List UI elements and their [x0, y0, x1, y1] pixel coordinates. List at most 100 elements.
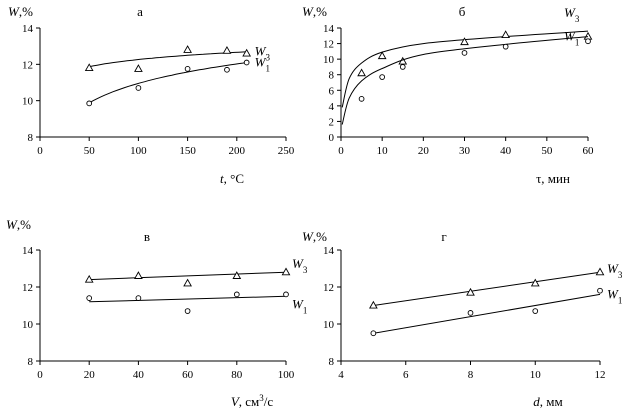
y-axis-label-symbol: W: [302, 4, 314, 19]
y-axis-label-unit: ,%: [19, 4, 33, 19]
point-W1: [379, 74, 386, 80]
point-W1: [358, 95, 365, 102]
fit-line-W1: [89, 295, 287, 303]
x-axis-label-part: V: [231, 394, 241, 409]
x-tick-label: 40: [133, 369, 145, 381]
point-W3: [232, 271, 242, 279]
y-axis-label-symbol: W: [302, 229, 314, 244]
fit-line-W3: [89, 271, 287, 281]
panel-letter: б: [459, 4, 466, 19]
y-tick-label: 12: [22, 282, 33, 294]
y-tick-label: 10: [22, 96, 34, 108]
x-tick-label: 150: [179, 145, 196, 157]
point-W3: [134, 271, 143, 279]
series-label-symbol: W: [292, 296, 304, 311]
x-tick-label: 6: [403, 369, 409, 381]
point-W1: [184, 66, 191, 72]
x-tick-label: 60: [583, 145, 595, 157]
y-tick-label: 12: [22, 59, 33, 71]
y-tick-label: 8: [28, 356, 34, 368]
y-axis-label: W,%: [8, 4, 33, 19]
point-W1: [283, 291, 289, 298]
y-tick-label: 4: [329, 101, 335, 113]
x-tick-label: 60: [182, 369, 194, 381]
point-W3: [377, 51, 387, 60]
x-axis-label-part: , мм: [540, 394, 563, 409]
series-label-symbol: W: [564, 5, 576, 20]
x-axis-label-part: 3: [259, 393, 264, 403]
series-W3: W3: [84, 44, 271, 72]
point-W1: [184, 308, 191, 314]
x-tick-label: 10: [530, 369, 542, 381]
point-W3: [583, 31, 593, 40]
point-W1: [86, 295, 93, 301]
x-axis-label-part: τ: [536, 171, 541, 186]
series-W3: W3: [369, 261, 623, 309]
y-tick-label: 8: [329, 356, 335, 368]
series-label-W3: W3: [255, 44, 271, 63]
fit-line-W1: [373, 293, 601, 334]
series-label-symbol: W: [292, 256, 304, 271]
point-W3: [183, 45, 192, 53]
series-label-W1: W1: [564, 29, 579, 48]
point-W1: [233, 291, 240, 298]
point-W1: [399, 64, 406, 70]
y-tick-label: 8: [28, 132, 34, 144]
x-tick-label: 50: [541, 145, 553, 157]
x-tick-label: 200: [229, 145, 246, 157]
series-label-index: 1: [303, 305, 308, 315]
series-W1: W1: [86, 291, 308, 315]
y-axis-label-unit: ,%: [17, 217, 31, 232]
y-tick-label: 0: [329, 132, 335, 144]
x-tick-label: 80: [231, 369, 243, 381]
x-tick-label: 0: [338, 145, 344, 157]
fit-line-W3: [89, 51, 247, 68]
y-tick-label: 10: [323, 54, 335, 66]
point-W3: [84, 274, 94, 283]
fit-line-W1: [88, 62, 247, 104]
point-W3: [183, 278, 192, 287]
point-W1: [370, 330, 377, 337]
series-label-symbol: W: [564, 29, 576, 44]
x-tick-label: 100: [130, 145, 147, 157]
series-W1: W1: [341, 29, 591, 125]
series-W3: W3: [84, 256, 308, 287]
fit-line-W1: [341, 36, 589, 125]
x-tick-label: 8: [468, 369, 474, 381]
series-label-index: 3: [618, 270, 623, 280]
series-W1: W1: [370, 286, 622, 337]
x-tick-label: 0: [37, 145, 43, 157]
y-axis-label-unit: ,%: [313, 229, 327, 244]
fit-line-W3: [373, 271, 601, 306]
x-tick-label: 12: [595, 369, 606, 381]
x-axis-label-part: /с: [264, 394, 274, 409]
point-W3: [369, 300, 378, 309]
series-label-index: 1: [575, 38, 580, 48]
y-axis-label-unit: ,%: [313, 4, 327, 19]
x-axis-label-part: , °С: [224, 171, 244, 186]
series-label-W3: W3: [564, 5, 580, 24]
y-tick-label: 6: [329, 85, 335, 97]
point-W1: [224, 66, 230, 73]
point-W3: [134, 64, 143, 72]
point-W3: [84, 63, 94, 72]
point-W1: [467, 310, 474, 316]
series-label-index: 3: [575, 14, 580, 24]
point-W1: [585, 38, 591, 45]
x-tick-label: 30: [459, 145, 471, 157]
series-label-W1: W1: [607, 286, 622, 305]
series-label-symbol: W: [255, 55, 267, 70]
y-tick-label: 10: [22, 319, 34, 331]
series-label-index: 1: [265, 64, 270, 74]
point-W1: [135, 85, 142, 91]
x-axis-label: t, °С: [220, 171, 244, 186]
x-axis-label-part: t: [220, 171, 224, 186]
panel-letter: в: [144, 229, 150, 244]
point-W3: [530, 278, 540, 287]
x-tick-label: 250: [278, 145, 295, 157]
series-label-W1: W1: [255, 55, 270, 74]
point-W3: [595, 267, 605, 276]
y-tick-label: 14: [323, 245, 335, 257]
